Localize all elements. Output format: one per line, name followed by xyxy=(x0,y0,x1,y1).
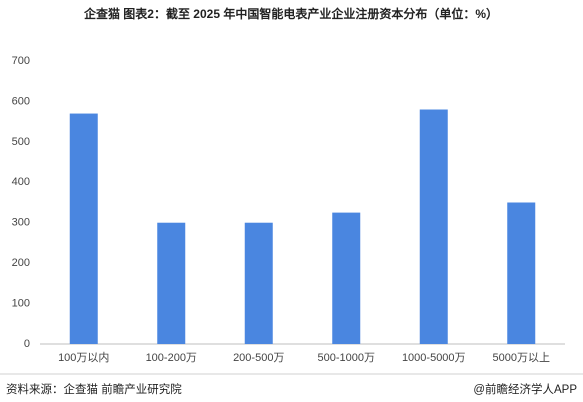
y-tick-label: 500 xyxy=(12,136,30,148)
y-tick-label: 100 xyxy=(12,297,30,309)
x-tick-label: 500-1000万 xyxy=(318,352,376,364)
source-note: 资料来源：企查猫 前瞻产业研究院 xyxy=(6,382,182,396)
bar xyxy=(244,222,273,344)
bar xyxy=(157,222,186,344)
y-tick-label: 300 xyxy=(12,217,30,229)
y-tick-label: 600 xyxy=(12,95,30,107)
credit: @前瞻经济学人APP xyxy=(473,382,577,396)
bar xyxy=(69,113,98,344)
bar xyxy=(419,109,448,344)
x-tick-label: 100-200万 xyxy=(146,352,197,364)
x-tick-label: 200-500万 xyxy=(233,352,284,364)
y-tick-label: 400 xyxy=(12,176,30,188)
bar xyxy=(507,202,536,344)
bar xyxy=(332,212,361,344)
x-tick-label: 5000万以上 xyxy=(493,351,550,364)
x-tick-label: 1000-5000万 xyxy=(402,352,466,364)
x-tick-label: 100万以内 xyxy=(58,350,109,364)
y-tick-label: 700 xyxy=(12,55,30,67)
chart-title: 企查猫 图表2：截至 2025 年中国智能电表产业企业注册资本分布（单位：%） xyxy=(83,6,498,21)
y-tick-label: 200 xyxy=(12,257,30,269)
y-tick-label: 0 xyxy=(24,338,30,350)
